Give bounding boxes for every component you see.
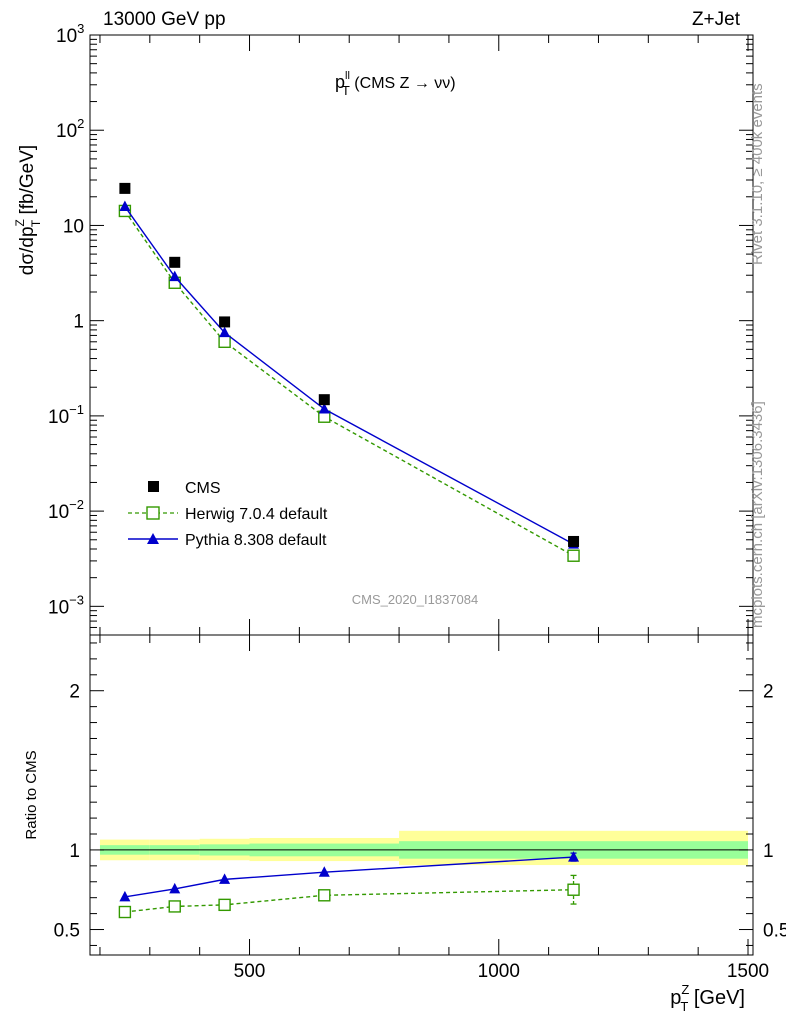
ratio-herwig-line [124,889,574,913]
header-left: 13000 GeV pp [103,9,226,30]
main-pythia-point [169,270,181,282]
y-tick-base: 1 [73,312,84,333]
y-tick-label: 102 [56,116,84,142]
y-tick-base: 10 [48,597,69,618]
ratio-pythia-point [119,890,131,902]
x-tick-label: 1500 [727,961,769,982]
ylabel-sup: Z [13,219,27,226]
ylabel-b: [fb/GeV] [17,145,38,220]
y-axis-label: dσ/dpZ T [fb/GeV] [13,145,43,275]
y-tick-label: 10−1 [48,402,84,428]
y-tick-base: 10 [56,121,77,142]
main-cms-point [568,535,580,547]
y-tick-base: 10 [56,26,77,47]
xlabel-sub: T [680,999,688,1014]
ratio-tick-label-left: 1 [69,841,80,862]
ratio-tick-label-right: 0.5 [763,921,786,942]
mcplots-label: mcplots.cern.ch [arXiv:1306.3436] [749,401,766,628]
ylabel-sub: T [29,219,43,227]
ratio-pythia-point [318,866,330,877]
y-tick-label: 10−2 [48,497,84,523]
xlabel-b: [GeV] [688,987,745,1009]
ratio-pythia-point [169,882,181,894]
x-axis-label: pZ T [GeV] [670,982,745,1014]
legend: CMS Herwig 7.0.4 default Pythia 8.308 de… [128,480,328,549]
ratio-tick-label-right: 1 [763,841,774,862]
legend-label-herwig: Herwig 7.0.4 default [185,506,328,523]
y-tick-label: 10−3 [48,592,84,618]
x-tick-label: 500 [234,961,266,982]
ratio-tick-label-left: 2 [69,682,80,703]
ratio-uncertainty-bands [99,830,749,866]
main-herwig-line [124,210,574,557]
xlabel-a: p [670,987,681,1009]
main-pythia-point [119,200,131,212]
ratio-herwig-point [318,889,331,902]
rivet-label: Rivet 3.1.10, ≥ 400k events [749,83,766,265]
legend-label-cms: CMS [185,480,221,497]
legend-marker-herwig [146,506,160,520]
ratio-herwig-point [567,883,580,896]
data-series [118,182,580,919]
main-herwig-point [567,549,580,562]
ratio-pythia-point [568,851,580,862]
main-cms-point [318,394,330,406]
ratio-herwig-point [218,898,231,912]
y-tick-exp: −3 [69,592,84,607]
y-tick-base: 10 [48,502,69,523]
ratio-herwig-point [168,900,181,913]
ratio-y-label: Ratio to CMS [23,750,40,839]
y-tick-exp: 2 [77,116,84,131]
main-pythia-point [219,326,231,338]
title-sup: ll [345,70,350,82]
title-rest: (CMS Z → νν) [350,75,456,92]
y-tick-base: 10 [48,407,69,428]
y-tick-label: 10 [63,216,84,237]
ylabel-a: dσ/dp [17,226,38,275]
y-tick-exp: 3 [77,21,84,36]
legend-marker-pythia [147,533,159,544]
plot-title: pll T (CMS Z → νν) [335,70,456,98]
y-tick-label: 103 [56,21,84,47]
legend-marker-cms [148,481,159,492]
main-cms-point [169,256,181,268]
ratio-pythia-point [219,873,231,884]
ratio-panel-frame [89,634,754,956]
title-main: p [335,72,345,92]
y-tick-label: 1 [73,312,84,333]
main-cms-point [119,182,131,194]
main-herwig-point [218,335,231,348]
legend-label-pythia: Pythia 8.308 default [185,532,327,549]
title-sub: T [342,83,350,98]
ratio-tick-label-left: 0.5 [54,921,80,942]
main-cms-point [219,316,231,328]
x-tick-label: 1000 [478,961,520,982]
y-tick-base: 10 [63,216,84,237]
analysis-watermark: CMS_2020_I1837084 [352,592,479,607]
ratio-tick-label-right: 2 [763,682,774,703]
xlabel-sup: Z [681,982,689,997]
ratio-herwig-point [118,905,132,919]
y-tick-exp: −2 [69,497,84,512]
header-right: Z+Jet [692,9,741,30]
y-tick-exp: −1 [69,402,84,417]
main-pythia-point [318,403,330,414]
